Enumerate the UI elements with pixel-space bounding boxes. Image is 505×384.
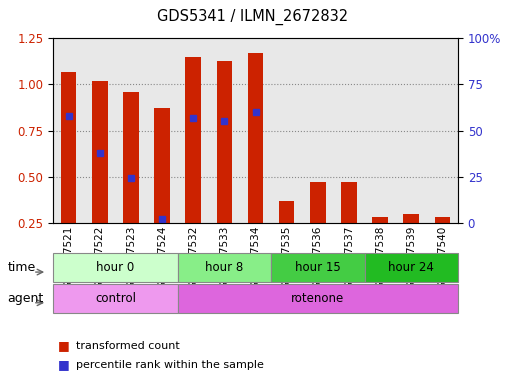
Text: hour 0: hour 0	[96, 262, 134, 274]
Text: hour 24: hour 24	[387, 262, 433, 274]
Text: percentile rank within the sample: percentile rank within the sample	[76, 360, 263, 370]
Text: transformed count: transformed count	[76, 341, 179, 351]
Text: ■: ■	[58, 339, 70, 352]
Bar	[402, 214, 418, 223]
Bar	[278, 200, 294, 223]
Text: time: time	[8, 262, 36, 274]
Bar	[310, 182, 325, 223]
Bar	[434, 217, 449, 223]
Bar	[123, 92, 138, 223]
Bar	[61, 71, 76, 223]
Bar	[185, 57, 200, 223]
Bar	[154, 108, 170, 223]
Bar	[216, 61, 232, 223]
Text: hour 8: hour 8	[205, 262, 243, 274]
Bar	[340, 182, 356, 223]
Text: rotenone: rotenone	[290, 292, 344, 305]
Bar	[247, 53, 263, 223]
Bar	[372, 217, 387, 223]
Bar	[92, 81, 108, 223]
Text: control: control	[95, 292, 136, 305]
Text: agent: agent	[8, 292, 44, 305]
Text: GDS5341 / ILMN_2672832: GDS5341 / ILMN_2672832	[157, 9, 348, 25]
Text: hour 15: hour 15	[294, 262, 340, 274]
Text: ■: ■	[58, 358, 70, 371]
